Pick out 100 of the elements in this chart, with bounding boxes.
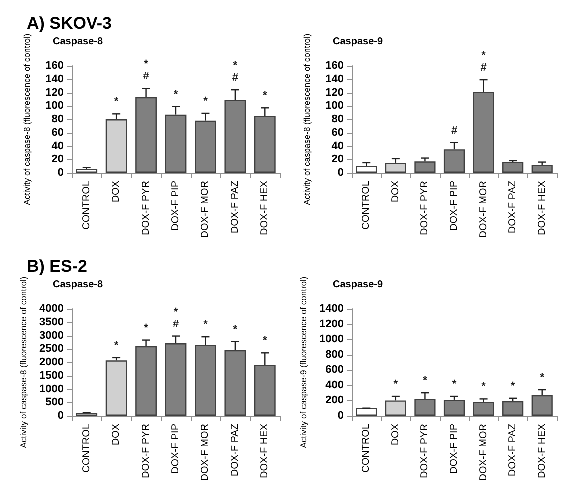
bar — [165, 344, 187, 416]
x-tick-label: DOX-F PYR — [420, 424, 431, 478]
bar — [444, 400, 466, 416]
data-label: * # — [143, 58, 150, 83]
y-tick-label: 80 — [52, 114, 64, 126]
chart-subtitle: Caspase-8 — [53, 280, 104, 290]
y-tick-label: 1000 — [320, 334, 344, 346]
x-tick-label: DOX-F PIP — [170, 180, 182, 232]
x-tick-label: DOX-F PYR — [140, 424, 152, 478]
bar — [532, 395, 553, 416]
bar — [473, 402, 494, 416]
data-label: * — [540, 372, 546, 384]
y-tick-label: 1200 — [320, 318, 344, 330]
y-tick-label: 0 — [338, 410, 344, 422]
data-label: # — [451, 124, 458, 137]
y-tick-label: 0 — [58, 167, 64, 179]
x-tick-label: DOX-F MOR — [478, 424, 490, 482]
y-tick-label: 140 — [46, 73, 64, 86]
y-tick-label: 4000 — [40, 303, 64, 315]
y-tick-label: 400 — [326, 379, 344, 392]
bar — [414, 162, 436, 173]
bar — [224, 350, 246, 416]
y-tick-label: 60 — [52, 126, 64, 139]
x-tick-label: DOX-F PAZ — [508, 181, 519, 234]
x-tick-label: DOX-F HEX — [536, 180, 548, 236]
y-tick-label: 160 — [46, 60, 64, 72]
data-label: * — [263, 90, 268, 102]
bar — [224, 100, 246, 173]
bar — [165, 114, 187, 173]
data-label: * — [204, 319, 209, 332]
data-label: * — [510, 380, 516, 392]
x-tick-label: CONTROL — [361, 424, 372, 473]
x-tick-label: DOX-F HEX — [260, 180, 271, 236]
chart-title: A) SKOV-3 — [27, 14, 112, 33]
y-tick-label: 100 — [326, 100, 344, 112]
chart-subtitle: Caspase-8 — [53, 36, 104, 48]
bar — [444, 150, 466, 173]
data-label: * — [263, 335, 268, 348]
data-label: * — [423, 375, 428, 388]
y-axis-title: Activity of caspase-8 (fluorescence of control) — [18, 276, 29, 448]
x-tick-label: DOX-F MOR — [200, 181, 212, 238]
y-tick-label: 120 — [326, 86, 344, 99]
y-tick-label: 1000 — [40, 383, 64, 396]
y-axis-title: Activity of caspase-9 (fluorescence of control) — [298, 276, 309, 448]
bar — [502, 401, 524, 416]
bar — [195, 120, 216, 173]
x-tick-label: DOX-F HEX — [536, 424, 548, 478]
y-tick-label: 160 — [326, 60, 344, 72]
x-tick-label: DOX-F PAZ — [230, 181, 241, 234]
bar — [254, 365, 276, 416]
x-tick-label: DOX — [111, 180, 122, 203]
y-tick-label: 20 — [52, 154, 64, 166]
y-tick-label: 40 — [332, 140, 344, 152]
x-tick-label: DOX-F PYR — [420, 181, 431, 236]
data-label: * — [174, 88, 179, 101]
data-label: * — [204, 95, 209, 108]
y-tick-label: 100 — [46, 100, 64, 112]
data-label: * — [114, 96, 120, 108]
data-label: * — [452, 378, 458, 391]
y-tick-label: 0 — [58, 410, 64, 422]
data-label: * — [233, 324, 238, 336]
x-tick-label: DOX-F PYR — [140, 181, 152, 236]
y-axis-title: Activity of caspase-8 (fluorescence of control) — [22, 34, 32, 206]
data-label: * — [482, 381, 487, 394]
bar — [195, 345, 216, 416]
y-tick-label: 600 — [326, 364, 344, 376]
y-tick-label: 0 — [338, 167, 344, 179]
bar — [136, 97, 157, 173]
bar — [356, 166, 378, 173]
data-label: * — [114, 340, 120, 352]
y-axis-title: Activity of caspase-8 (fluorescence of control) — [302, 34, 312, 206]
bar — [502, 162, 524, 173]
y-tick-label: 200 — [326, 394, 344, 407]
x-tick-label: DOX-F PIP — [449, 180, 460, 232]
x-tick-label: DOX-F PAZ — [230, 424, 241, 477]
bar — [473, 92, 494, 173]
y-tick-label: 1500 — [40, 370, 64, 382]
x-tick-label: CONTROL — [81, 180, 92, 230]
bar — [76, 168, 98, 173]
x-tick-label: DOX — [390, 180, 402, 203]
chart-title: B) ES-2 — [27, 257, 88, 276]
y-tick-label: 500 — [46, 396, 64, 409]
y-tick-label: 800 — [326, 348, 344, 361]
bar — [385, 400, 406, 416]
y-tick-label: 120 — [46, 86, 64, 99]
y-tick-label: 40 — [52, 140, 64, 152]
x-tick-label: CONTROL — [361, 180, 372, 230]
x-tick-label: DOX — [111, 424, 122, 446]
y-tick-label: 2000 — [40, 356, 64, 368]
x-tick-label: DOX-F PIP — [449, 424, 460, 474]
bar — [356, 408, 378, 416]
chart-title: Caspase-9 — [333, 280, 384, 290]
bar — [385, 162, 406, 173]
data-label: * — [144, 322, 150, 334]
x-tick-label: DOX — [390, 424, 402, 446]
y-tick-label: 20 — [332, 154, 344, 166]
chart-title: Caspase-9 — [333, 36, 384, 48]
y-tick-label: 3500 — [40, 316, 64, 328]
bar — [136, 346, 157, 416]
y-tick-label: 3000 — [40, 330, 64, 342]
